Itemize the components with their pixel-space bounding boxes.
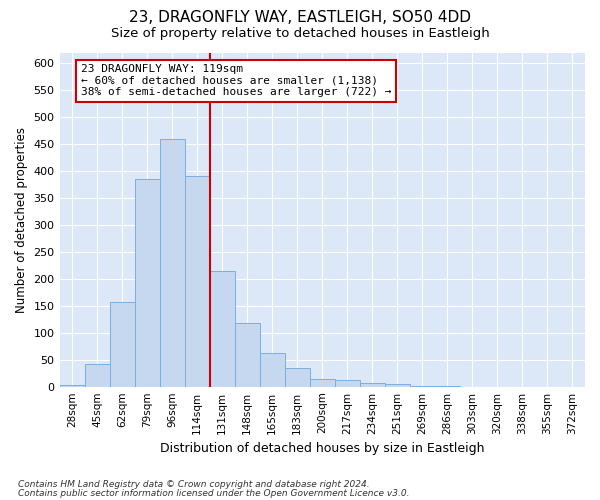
Bar <box>285 368 310 386</box>
Bar <box>160 138 185 386</box>
Bar <box>110 302 134 386</box>
Bar <box>209 271 235 386</box>
Text: Size of property relative to detached houses in Eastleigh: Size of property relative to detached ho… <box>110 28 490 40</box>
Bar <box>335 380 360 386</box>
Bar <box>235 323 260 386</box>
Text: 23 DRAGONFLY WAY: 119sqm
← 60% of detached houses are smaller (1,138)
38% of sem: 23 DRAGONFLY WAY: 119sqm ← 60% of detach… <box>80 64 391 98</box>
Bar <box>85 364 110 386</box>
Bar <box>385 384 410 386</box>
Bar <box>185 176 209 386</box>
Text: Contains public sector information licensed under the Open Government Licence v3: Contains public sector information licen… <box>18 489 409 498</box>
Bar <box>310 378 335 386</box>
Text: Contains HM Land Registry data © Crown copyright and database right 2024.: Contains HM Land Registry data © Crown c… <box>18 480 370 489</box>
Y-axis label: Number of detached properties: Number of detached properties <box>15 126 28 312</box>
Bar <box>260 354 285 386</box>
X-axis label: Distribution of detached houses by size in Eastleigh: Distribution of detached houses by size … <box>160 442 485 455</box>
Bar <box>134 179 160 386</box>
Bar <box>59 385 85 386</box>
Text: 23, DRAGONFLY WAY, EASTLEIGH, SO50 4DD: 23, DRAGONFLY WAY, EASTLEIGH, SO50 4DD <box>129 10 471 25</box>
Bar <box>360 383 385 386</box>
